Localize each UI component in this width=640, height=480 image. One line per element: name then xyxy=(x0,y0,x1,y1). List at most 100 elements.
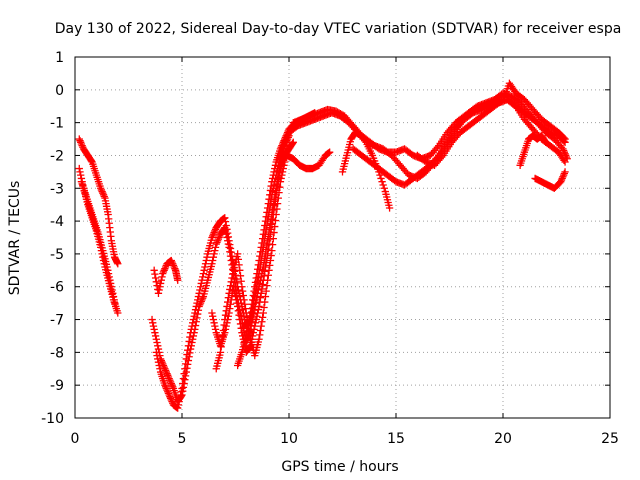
data-point xyxy=(178,384,186,393)
data-point xyxy=(267,182,275,190)
y-tick-label: 0 xyxy=(55,83,64,99)
data-point xyxy=(269,171,277,179)
data-point xyxy=(345,140,354,149)
data-point xyxy=(193,299,201,307)
data-point xyxy=(345,143,353,151)
data-point xyxy=(267,225,275,233)
data-point xyxy=(221,214,229,222)
data-point xyxy=(189,332,198,340)
data-point xyxy=(249,291,257,300)
data-point xyxy=(369,154,378,162)
data-point xyxy=(235,261,243,269)
data-point xyxy=(109,289,117,297)
data-point xyxy=(255,335,263,343)
x-tick-label: 20 xyxy=(494,431,512,447)
data-point xyxy=(187,325,195,334)
data-point xyxy=(110,296,118,304)
data-point xyxy=(102,257,110,266)
data-point xyxy=(277,174,285,183)
data-point xyxy=(266,261,274,270)
series-track-1 xyxy=(75,135,122,268)
data-point xyxy=(268,246,276,255)
data-point xyxy=(271,164,279,173)
y-tick-label: -6 xyxy=(50,280,64,296)
data-point xyxy=(340,160,349,168)
data-point xyxy=(338,168,347,176)
data-point xyxy=(224,229,232,237)
data-point xyxy=(101,255,109,263)
data-point xyxy=(200,266,208,274)
data-point xyxy=(231,289,239,297)
data-point xyxy=(254,306,262,314)
x-axis-label: GPS time / hours xyxy=(281,459,398,475)
data-point xyxy=(197,279,205,288)
data-point xyxy=(233,279,241,287)
series-track-8 xyxy=(212,158,289,373)
data-point xyxy=(380,184,388,192)
data-point xyxy=(95,233,103,241)
y-tick-label: -3 xyxy=(50,181,64,197)
data-point xyxy=(151,274,160,282)
data-point xyxy=(195,289,203,297)
data-point xyxy=(211,246,219,255)
data-point xyxy=(174,404,182,412)
data-point xyxy=(278,168,287,176)
data-point xyxy=(236,315,244,324)
data-point xyxy=(238,287,247,295)
data-point xyxy=(561,168,569,176)
data-point xyxy=(246,331,254,339)
data-point xyxy=(182,355,190,363)
data-point xyxy=(238,345,247,354)
data-point xyxy=(260,303,268,312)
data-point xyxy=(382,190,390,198)
data-point xyxy=(194,296,202,304)
data-point xyxy=(261,298,269,306)
data-point xyxy=(385,204,394,212)
data-point xyxy=(226,281,235,290)
data-point xyxy=(76,168,84,176)
data-point xyxy=(250,287,258,295)
data-point xyxy=(97,241,106,249)
data-point xyxy=(210,319,218,327)
data-point xyxy=(246,309,255,317)
data-point xyxy=(242,332,250,340)
data-point xyxy=(185,337,193,346)
data-point xyxy=(499,96,507,104)
data-point xyxy=(224,233,233,241)
data-point xyxy=(253,343,261,352)
data-point xyxy=(186,333,194,341)
data-point xyxy=(341,157,350,165)
data-point xyxy=(500,93,508,101)
data-point xyxy=(154,358,163,366)
series-track-10 xyxy=(276,148,334,173)
data-point xyxy=(234,307,243,315)
data-point xyxy=(278,171,286,179)
data-point xyxy=(191,309,199,317)
data-point xyxy=(98,244,106,252)
data-point xyxy=(211,322,219,330)
data-point xyxy=(264,271,272,279)
data-point xyxy=(261,292,270,301)
data-point xyxy=(205,271,213,279)
data-point xyxy=(215,354,223,362)
data-point xyxy=(218,337,226,346)
data-point xyxy=(259,309,267,317)
data-point xyxy=(225,237,233,245)
y-tick-label: -7 xyxy=(50,313,64,329)
data-point xyxy=(188,338,196,347)
data-point xyxy=(221,217,230,226)
series-track-4 xyxy=(150,256,182,297)
data-point xyxy=(381,187,389,196)
data-point xyxy=(154,355,162,363)
data-point xyxy=(258,313,267,322)
data-point xyxy=(238,306,247,314)
plot-frame xyxy=(74,56,611,419)
data-point xyxy=(75,164,83,173)
data-point xyxy=(253,269,261,278)
data-point xyxy=(181,360,190,368)
data-point xyxy=(191,306,200,314)
data-point xyxy=(149,319,157,327)
data-point xyxy=(247,338,255,346)
data-point xyxy=(261,267,269,276)
